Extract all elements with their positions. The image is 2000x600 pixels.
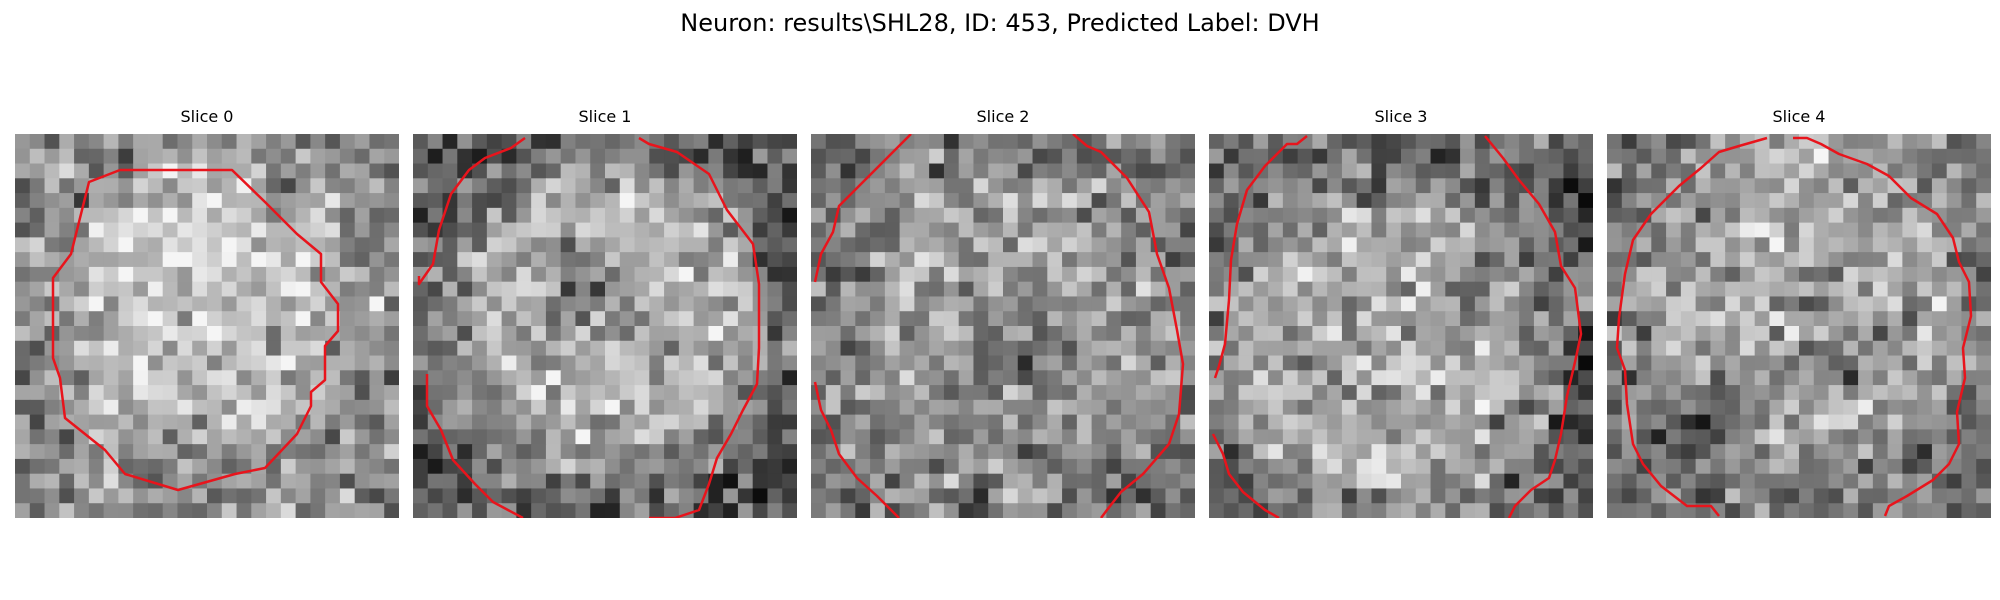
slice-title-2: Slice 2	[811, 106, 1195, 128]
figure-title: Neuron: results\SHL28, ID: 453, Predicte…	[0, 6, 2000, 40]
slice-title-3: Slice 3	[1209, 106, 1593, 128]
slice-image-1	[413, 134, 797, 518]
slice-panel-3: Slice 3	[1209, 106, 1593, 518]
slice-pixel-grid-2	[811, 134, 1195, 518]
slice-image-3	[1209, 134, 1593, 518]
slice-pixel-grid-3	[1209, 134, 1593, 518]
slice-pixel-grid-0	[15, 134, 399, 518]
slice-panel-4: Slice 4	[1607, 106, 1991, 518]
slice-title-0: Slice 0	[15, 106, 399, 128]
slice-image-4	[1607, 134, 1991, 518]
slice-image-2	[811, 134, 1195, 518]
slice-panel-1: Slice 1	[413, 106, 797, 518]
slice-image-0	[15, 134, 399, 518]
slice-title-1: Slice 1	[413, 106, 797, 128]
slice-pixel-grid-1	[413, 134, 797, 518]
slice-panel-0: Slice 0	[15, 106, 399, 518]
slice-title-4: Slice 4	[1607, 106, 1991, 128]
slice-pixel-grid-4	[1607, 134, 1991, 518]
slice-panel-2: Slice 2	[811, 106, 1195, 518]
